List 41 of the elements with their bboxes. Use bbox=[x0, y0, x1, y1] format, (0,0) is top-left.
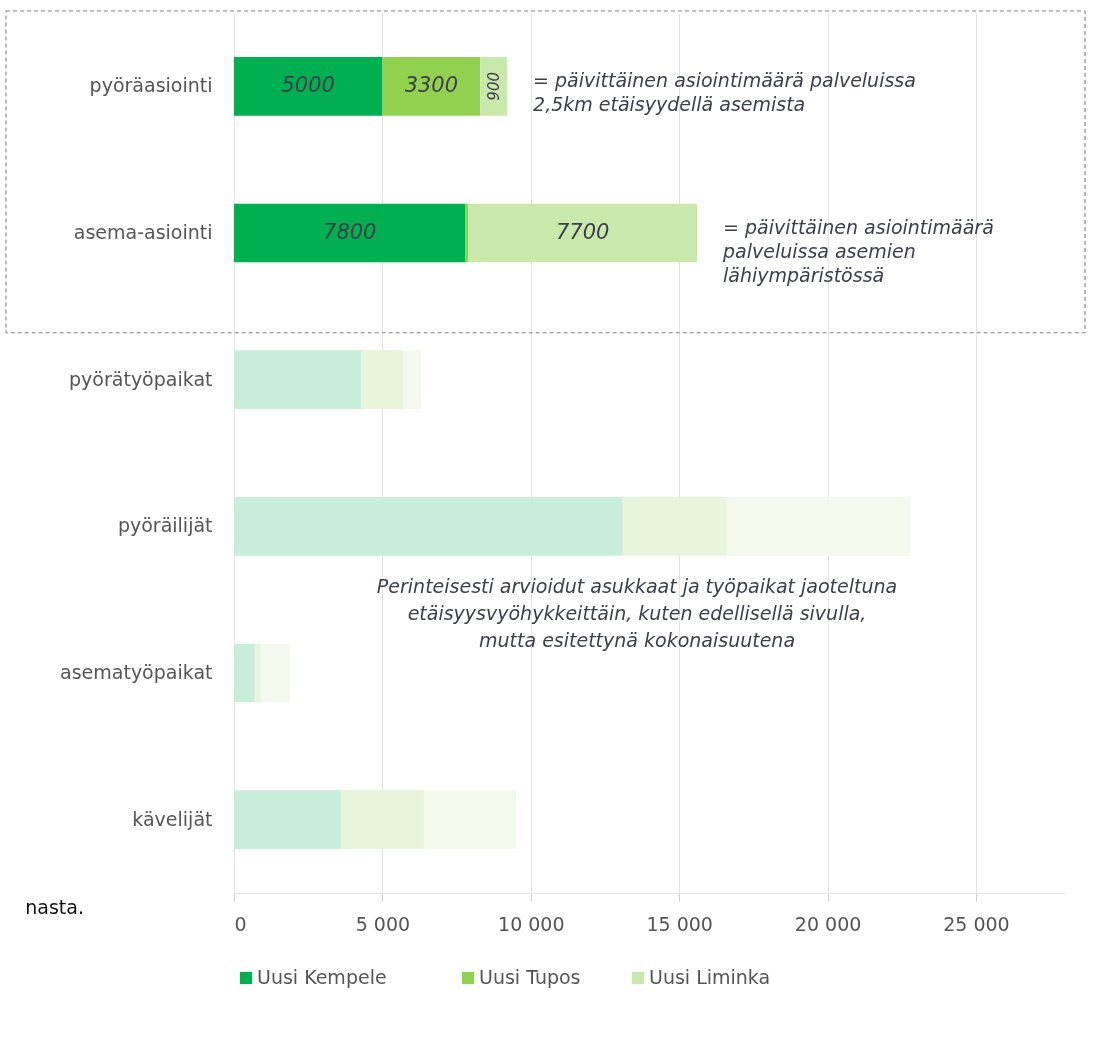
bar bbox=[403, 350, 421, 409]
annotation: = päivittäinen asiointimäärä palveluissa asemien lähiympäristössä bbox=[721, 216, 994, 286]
bar bbox=[340, 790, 424, 849]
bar bbox=[234, 790, 341, 849]
x-tick-label: 5 000 bbox=[355, 912, 411, 935]
bar bbox=[234, 57, 383, 116]
data-label: 7800 bbox=[323, 220, 377, 244]
bar bbox=[622, 497, 727, 556]
y-tick-label: pyöräilijät bbox=[117, 514, 213, 537]
bar bbox=[234, 497, 623, 556]
y-tick-label: pyöräasiointi bbox=[89, 74, 213, 97]
bar bbox=[234, 350, 362, 409]
bar bbox=[361, 350, 404, 409]
annotation: = päivittäinen asiointimäärä palveluissa 2,5km etäisyydellä asemista bbox=[533, 69, 916, 116]
bar bbox=[382, 57, 481, 116]
data-label: 7700 bbox=[556, 220, 610, 244]
y-tick-label: asematyöpaikat bbox=[60, 661, 213, 683]
bar bbox=[465, 203, 469, 263]
x-tick-label: 10 000 bbox=[498, 912, 565, 935]
bar bbox=[234, 203, 466, 263]
legend-label: Uusi Kempele bbox=[257, 966, 387, 988]
bar bbox=[468, 203, 697, 263]
x-tick-label: 20 000 bbox=[794, 912, 862, 935]
data-label: 5000 bbox=[281, 73, 335, 98]
legend-label: Uusi Tupos bbox=[479, 966, 581, 988]
bar bbox=[423, 790, 516, 849]
bar bbox=[260, 643, 291, 703]
y-tick-label: kävelijät bbox=[132, 807, 213, 830]
bar bbox=[234, 643, 255, 703]
data-label: 3300 bbox=[404, 73, 459, 98]
y-tick-label: asema-asiointi bbox=[73, 221, 213, 243]
data-label: 900 bbox=[484, 72, 503, 101]
text: nasta. bbox=[25, 896, 84, 918]
annotation: Perinteisesti arvioidut asukkaat ja työpaikat jaoteltuna etäisyysvyöhykkeittäin, kuten edellisellä sivulla, mutta esitettynä kokonaisuutena bbox=[376, 574, 898, 651]
x-tick-label: 25 000 bbox=[943, 912, 1010, 935]
y-tick-label: pyörätyöpaikat bbox=[69, 367, 213, 390]
x-tick-label: 15 000 bbox=[646, 912, 713, 935]
bar bbox=[254, 643, 261, 703]
legend-label: Uusi Liminka bbox=[649, 966, 771, 988]
bar bbox=[726, 497, 911, 556]
x-tick-label: 0 bbox=[234, 912, 247, 935]
